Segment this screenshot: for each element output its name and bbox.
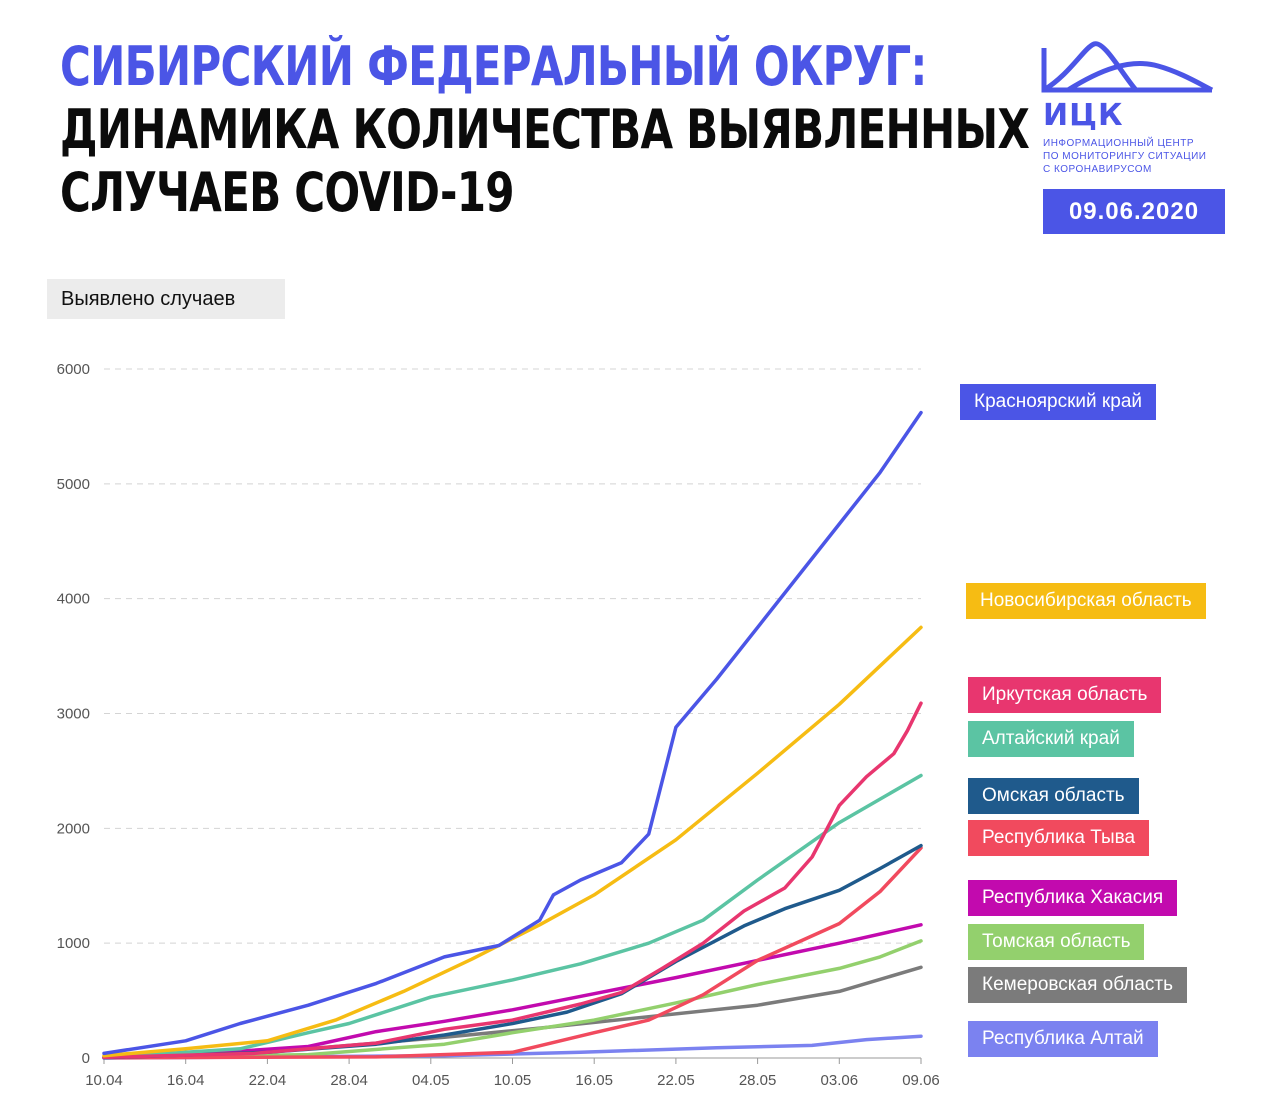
x-tick-label: 04.05 <box>412 1072 450 1089</box>
legend-item: Алтайский край <box>968 721 1134 757</box>
logo-name: ИЦК <box>1043 98 1124 133</box>
series-line <box>102 410 923 1056</box>
y-tick-label: 1000 <box>57 935 90 952</box>
logo-subtitle-3: С КОРОНАВИРУСОМ <box>1043 164 1152 175</box>
series-line <box>102 701 923 1060</box>
logo-subtitle-1: ИНФОРМАЦИОННЫЙ ЦЕНТР <box>1043 138 1195 149</box>
logo-mountain-icon <box>1041 41 1214 93</box>
legend-item: Кемеровская область <box>968 967 1187 1003</box>
x-tick-label: 03.06 <box>821 1072 859 1089</box>
legend-item: Новосибирская область <box>966 583 1206 619</box>
x-tick-label: 09.06 <box>902 1072 940 1089</box>
legend-item: Республика Хакасия <box>968 880 1178 916</box>
y-tick-label: 3000 <box>57 706 90 723</box>
x-tick-label: 16.05 <box>575 1072 613 1089</box>
x-tick-label: 22.05 <box>657 1072 695 1089</box>
y-tick-label: 0 <box>82 1050 90 1067</box>
x-tick-label: 22.04 <box>249 1072 287 1089</box>
legend-item: Томская область <box>968 924 1145 960</box>
x-tick-label: 28.05 <box>739 1072 777 1089</box>
y-tick-label: 6000 <box>57 361 90 378</box>
logo-subtitle-2: ПО МОНИТОРИНГУ СИТУАЦИИ <box>1043 151 1207 162</box>
date-badge: 09.06.2020 <box>1043 189 1225 234</box>
y-axis-label: Выявлено случаев <box>47 279 285 319</box>
chart-title-line-1: СИБИРСКИЙ ФЕДЕРАЛЬНЫЙ ОКРУГ: <box>60 35 927 98</box>
legend-item: Омская область <box>968 778 1139 814</box>
legend-item: Красноярский край <box>960 384 1156 420</box>
series-line <box>102 923 923 1059</box>
series-line <box>102 846 923 1060</box>
series-line <box>102 773 923 1060</box>
x-tick-label: 10.05 <box>494 1072 532 1089</box>
legend-item: Республика Тыва <box>968 820 1150 856</box>
x-tick-label: 10.04 <box>85 1072 123 1089</box>
y-tick-label: 5000 <box>57 476 90 493</box>
x-tick-label: 28.04 <box>330 1072 368 1089</box>
chart-title-line-2: ДИНАМИКА КОЛИЧЕСТВА ВЫЯВЛЕННЫХ <box>60 98 1030 161</box>
legend-item: Иркутская область <box>968 677 1162 713</box>
y-tick-label: 4000 <box>57 591 90 608</box>
series-line <box>102 625 923 1058</box>
x-tick-label: 16.04 <box>167 1072 205 1089</box>
legend-item: Республика Алтай <box>968 1021 1158 1057</box>
y-tick-label: 2000 <box>57 820 90 837</box>
chart-title-line-3: СЛУЧАЕВ COVID-19 <box>60 161 515 224</box>
series-line <box>102 939 923 1060</box>
